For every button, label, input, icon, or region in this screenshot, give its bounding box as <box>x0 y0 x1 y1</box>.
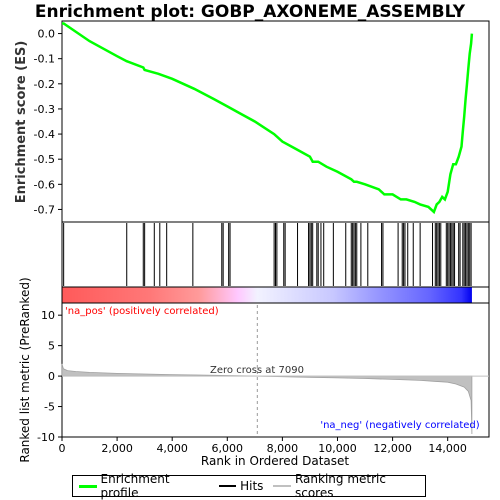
colorbar-fill <box>62 287 472 303</box>
metric-area <box>61 363 473 435</box>
legend-label-hits: Hits <box>240 479 264 493</box>
hits-layer <box>63 223 472 286</box>
es-y-tick-label: -0.1 <box>34 53 55 66</box>
x-tick-label: 10,000 <box>318 442 357 455</box>
x-axis: 0 2,000 4,000 6,000 8,000 10,000 12,000 14,000 <box>59 437 467 455</box>
metric-y-tick-label: 10 <box>41 309 55 322</box>
metric-y-tick-label: 5 <box>48 340 55 353</box>
legend-swatch-hits <box>218 485 237 487</box>
es-y-tick-label: -0.4 <box>34 128 55 141</box>
es-y-tick-label: -0.3 <box>34 103 55 116</box>
legend: Enrichment profile Hits Ranking metric s… <box>72 472 426 500</box>
es-y-axis-label: Enrichment score (ES) <box>14 41 29 204</box>
pos-correlated-label: 'na_pos' (positively correlated) <box>65 306 219 317</box>
legend-swatch-enrichment <box>79 484 97 488</box>
legend-label-ranking: Ranking metric scores <box>294 472 386 500</box>
x-tick-label: 8,000 <box>267 442 299 455</box>
metric-y-axis: 10 5 0 -5 -10 <box>37 309 62 444</box>
metric-y-axis-label: Ranked list metric (PreRanked) <box>18 277 32 462</box>
rank-color-bar <box>61 286 490 304</box>
es-y-tick-label: -0.2 <box>34 78 55 91</box>
metric-y-tick-label: 0 <box>48 370 55 383</box>
x-tick-label: 14,000 <box>428 442 467 455</box>
x-tick-label: 0 <box>59 442 66 455</box>
es-y-tick-label: 0.0 <box>38 28 56 41</box>
es-curve-line <box>62 22 474 215</box>
metric-y-tick-label: -10 <box>37 431 55 444</box>
x-tick-label: 2,000 <box>101 442 133 455</box>
metric-layer <box>61 305 489 435</box>
es-curve-layer <box>62 22 474 215</box>
es-y-axis: 0.0 -0.1 -0.2 -0.3 -0.4 -0.5 -0.6 -0.7 <box>34 28 62 216</box>
es-y-tick-label: -0.7 <box>34 203 55 216</box>
zero-cross-label: Zero cross at 7090 <box>210 365 304 376</box>
chart-title: Enrichment plot: GOBP_AXONEME_ASSEMBLY <box>35 2 466 22</box>
metric-panel-frame <box>61 302 490 438</box>
x-axis-label: Rank in Ordered Dataset <box>201 454 349 468</box>
neg-correlated-label: 'na_neg' (negatively correlated) <box>320 420 479 431</box>
legend-label-enrichment: Enrichment profile <box>100 472 170 500</box>
x-tick-label: 6,000 <box>212 442 244 455</box>
x-tick-label: 4,000 <box>156 442 188 455</box>
legend-swatch-ranking <box>273 485 291 487</box>
es-y-tick-label: -0.6 <box>34 178 55 191</box>
es-panel-frame <box>61 20 490 223</box>
x-tick-label: 12,000 <box>373 442 412 455</box>
es-y-tick-label: -0.5 <box>34 153 55 166</box>
metric-y-tick-label: -5 <box>44 401 55 414</box>
